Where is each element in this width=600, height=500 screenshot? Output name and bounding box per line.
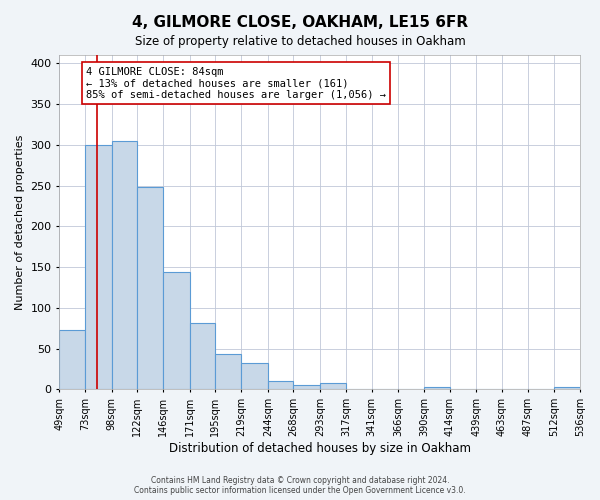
Text: Contains HM Land Registry data © Crown copyright and database right 2024.
Contai: Contains HM Land Registry data © Crown c…	[134, 476, 466, 495]
Bar	[293, 384, 320, 390]
Bar	[241, 364, 268, 390]
Bar	[190, 322, 215, 390]
Bar	[320, 383, 346, 390]
Text: 4 GILMORE CLOSE: 84sqm
← 13% of detached houses are smaller (161)
85% of semi-de: 4 GILMORE CLOSE: 84sqm ← 13% of detached…	[86, 66, 386, 100]
Bar	[215, 354, 241, 390]
Bar	[554, 387, 580, 390]
Bar	[137, 187, 163, 390]
Bar	[268, 382, 293, 390]
Text: 4, GILMORE CLOSE, OAKHAM, LE15 6FR: 4, GILMORE CLOSE, OAKHAM, LE15 6FR	[132, 15, 468, 30]
Bar	[59, 330, 85, 390]
X-axis label: Distribution of detached houses by size in Oakham: Distribution of detached houses by size …	[169, 442, 470, 455]
Text: Size of property relative to detached houses in Oakham: Size of property relative to detached ho…	[134, 35, 466, 48]
Bar	[85, 144, 112, 390]
Y-axis label: Number of detached properties: Number of detached properties	[15, 134, 25, 310]
Bar	[163, 272, 190, 390]
Bar	[112, 140, 137, 390]
Bar	[424, 387, 449, 390]
